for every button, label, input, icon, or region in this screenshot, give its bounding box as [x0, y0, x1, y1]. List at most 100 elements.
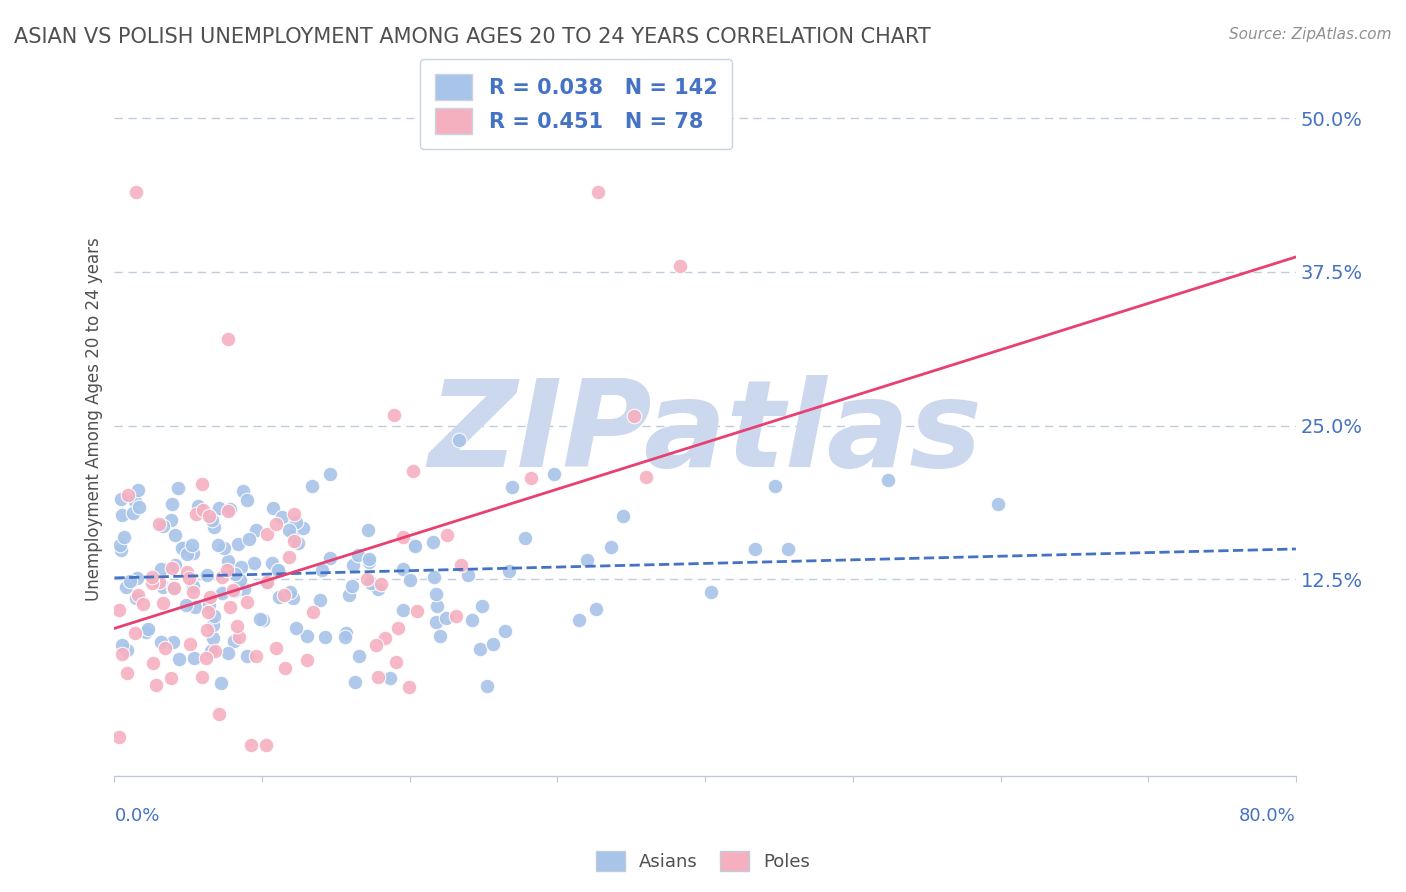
Point	[124, 626, 146, 640]
Point	[295, 653, 318, 667]
Point	[108, 603, 131, 617]
Point	[176, 565, 198, 579]
Point	[256, 574, 278, 589]
Point	[585, 601, 607, 615]
Point	[267, 590, 290, 604]
Point	[623, 409, 645, 424]
Point	[122, 506, 145, 520]
Point	[501, 480, 523, 494]
Point	[295, 629, 318, 643]
Point	[291, 520, 314, 534]
Point	[357, 552, 380, 566]
Point	[181, 579, 204, 593]
Point	[118, 574, 141, 588]
Point	[347, 548, 370, 562]
Point	[461, 613, 484, 627]
Point	[152, 519, 174, 533]
Point	[256, 576, 278, 591]
Point	[149, 635, 172, 649]
Point	[222, 583, 245, 598]
Point	[148, 517, 170, 532]
Point	[402, 538, 425, 552]
Point	[262, 556, 284, 570]
Point	[575, 553, 598, 567]
Point	[197, 568, 219, 582]
Point	[586, 185, 609, 199]
Point	[201, 512, 224, 526]
Point	[173, 540, 195, 554]
Point	[308, 592, 330, 607]
Point	[232, 582, 254, 597]
Point	[218, 502, 240, 516]
Point	[270, 509, 292, 524]
Point	[252, 613, 274, 627]
Point	[127, 483, 149, 498]
Point	[357, 523, 380, 537]
Point	[142, 656, 165, 670]
Point	[163, 581, 186, 595]
Point	[283, 534, 305, 549]
Point	[446, 609, 468, 624]
Point	[425, 587, 447, 601]
Point	[108, 730, 131, 744]
Point	[429, 629, 451, 643]
Point	[177, 571, 200, 585]
Y-axis label: Unemployment Among Ages 20 to 24 years: Unemployment Among Ages 20 to 24 years	[86, 237, 103, 601]
Point	[238, 532, 260, 546]
Point	[167, 652, 190, 666]
Point	[778, 542, 800, 557]
Point	[198, 508, 221, 523]
Point	[127, 588, 149, 602]
Point	[174, 598, 197, 612]
Point	[183, 650, 205, 665]
Point	[200, 644, 222, 658]
Text: ZIPatlas: ZIPatlas	[429, 376, 983, 492]
Point	[364, 638, 387, 652]
Point	[314, 630, 336, 644]
Point	[198, 590, 221, 604]
Point	[228, 537, 250, 551]
Point	[201, 632, 224, 646]
Point	[217, 333, 239, 347]
Point	[245, 648, 267, 663]
Point	[201, 618, 224, 632]
Point	[226, 619, 249, 633]
Point	[222, 583, 245, 598]
Point	[212, 541, 235, 556]
Point	[236, 648, 259, 663]
Point	[240, 738, 263, 752]
Point	[110, 638, 132, 652]
Text: 0.0%: 0.0%	[114, 806, 160, 824]
Point	[342, 558, 364, 572]
Point	[195, 651, 218, 665]
Point	[287, 535, 309, 549]
Point	[370, 577, 392, 591]
Point	[172, 541, 194, 555]
Point	[191, 503, 214, 517]
Point	[236, 492, 259, 507]
Point	[231, 559, 253, 574]
Point	[285, 515, 308, 529]
Point	[209, 675, 232, 690]
Point	[108, 538, 131, 552]
Point	[262, 501, 284, 516]
Point	[183, 600, 205, 615]
Point	[568, 613, 591, 627]
Point	[374, 631, 396, 645]
Point	[152, 597, 174, 611]
Point	[229, 573, 252, 587]
Point	[392, 603, 415, 617]
Point	[222, 634, 245, 648]
Point	[217, 554, 239, 568]
Point	[187, 499, 209, 513]
Point	[333, 630, 356, 644]
Point	[634, 470, 657, 484]
Point	[318, 550, 340, 565]
Point	[266, 563, 288, 577]
Point	[398, 680, 420, 694]
Point	[281, 528, 304, 542]
Point	[281, 591, 304, 605]
Point	[153, 640, 176, 655]
Point	[159, 671, 181, 685]
Point	[384, 655, 406, 669]
